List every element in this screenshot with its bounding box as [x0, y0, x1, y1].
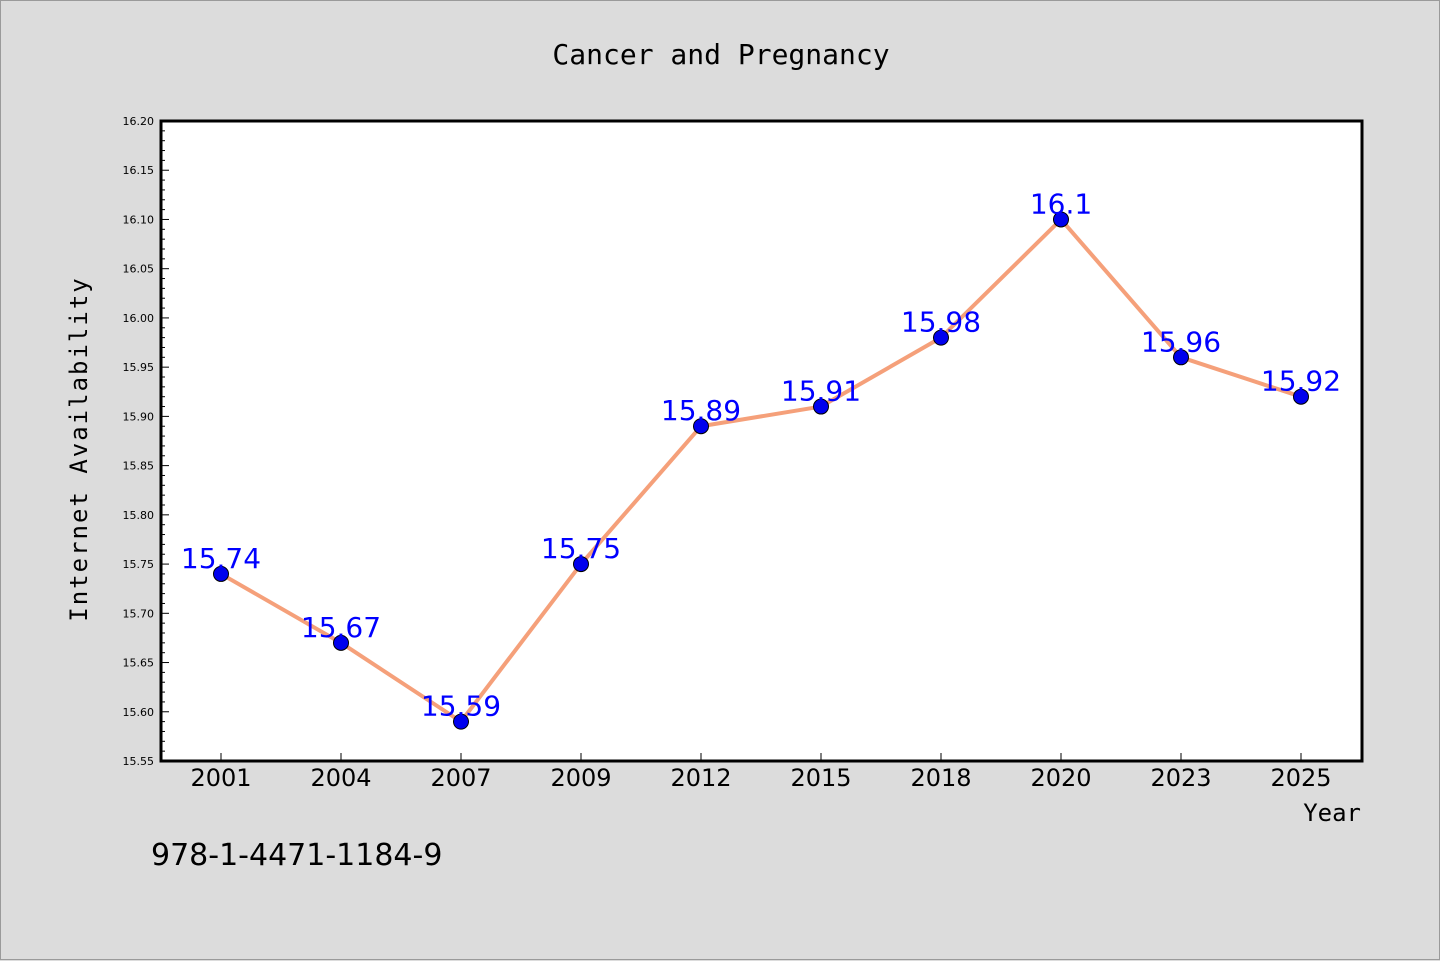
series-markers	[213, 211, 1309, 730]
y-axis-label: Internet Availability	[65, 276, 93, 621]
y-tick-label: 16.05	[123, 263, 155, 276]
x-axis: 2001 2004 2007 2009 2012 2015 2018 2020 2023 2025	[190, 753, 1332, 792]
plot-area	[159, 119, 1364, 763]
data-point	[933, 329, 949, 346]
y-tick-label: 15.65	[123, 657, 155, 670]
series-line	[219, 217, 1303, 724]
data-label: 16.1	[1030, 187, 1092, 220]
x-tick-label: 2009	[550, 764, 611, 792]
data-point	[693, 418, 709, 435]
data-point	[213, 565, 229, 582]
x-axis-label: Year	[1303, 799, 1361, 827]
data-point	[1293, 388, 1309, 405]
y-tick-label: 15.70	[123, 607, 155, 620]
x-tick-label: 2001	[190, 764, 251, 792]
data-label: 15.75	[541, 532, 621, 565]
chart-title: Cancer and Pregnancy	[552, 38, 889, 71]
y-tick-label: 16.10	[123, 213, 155, 226]
data-point	[453, 713, 469, 730]
data-label: 15.91	[781, 375, 861, 408]
y-tick-label: 15.95	[123, 361, 155, 374]
data-label: 15.98	[901, 306, 981, 339]
y-tick-label: 16.20	[123, 115, 155, 128]
y-tick-label: 16.00	[123, 312, 155, 325]
x-tick-label: 2025	[1270, 764, 1331, 792]
data-label: 15.96	[1141, 325, 1221, 358]
y-tick-label: 15.90	[123, 410, 155, 423]
data-label: 15.67	[301, 611, 381, 644]
y-tick-label: 15.85	[123, 460, 155, 473]
data-point	[1053, 211, 1069, 228]
data-point	[333, 634, 349, 651]
data-point	[813, 398, 829, 415]
isbn-text: 978-1-4471-1184-9	[151, 838, 442, 873]
x-tick-label: 2012	[670, 764, 731, 792]
y-tick-label: 15.55	[123, 755, 155, 768]
x-tick-label: 2007	[430, 764, 491, 792]
data-point	[573, 556, 589, 573]
y-tick-label: 15.60	[123, 706, 155, 719]
y-axis: 15.55 15.60 15.65 15.70 15.75 15.80 15.85 15.90…	[123, 115, 169, 768]
x-tick-label: 2015	[790, 764, 851, 792]
data-label: 15.59	[421, 690, 501, 723]
x-tick-label: 2018	[910, 764, 971, 792]
y-tick-label: 15.80	[123, 509, 155, 522]
data-point	[1173, 349, 1189, 366]
data-labels: 15.74 15.67 15.59 15.75 15.89 15.91 15.98 16.1 1…	[181, 187, 1341, 722]
data-label: 15.74	[181, 542, 261, 575]
x-tick-label: 2023	[1150, 764, 1211, 792]
y-tick-label: 15.75	[123, 558, 155, 571]
x-tick-label: 2020	[1030, 764, 1091, 792]
y-tick-label: 16.15	[123, 164, 155, 177]
data-label: 15.89	[661, 394, 741, 427]
data-label: 15.92	[1261, 365, 1341, 398]
x-tick-label: 2004	[310, 764, 371, 792]
series-line-group	[219, 217, 1303, 724]
